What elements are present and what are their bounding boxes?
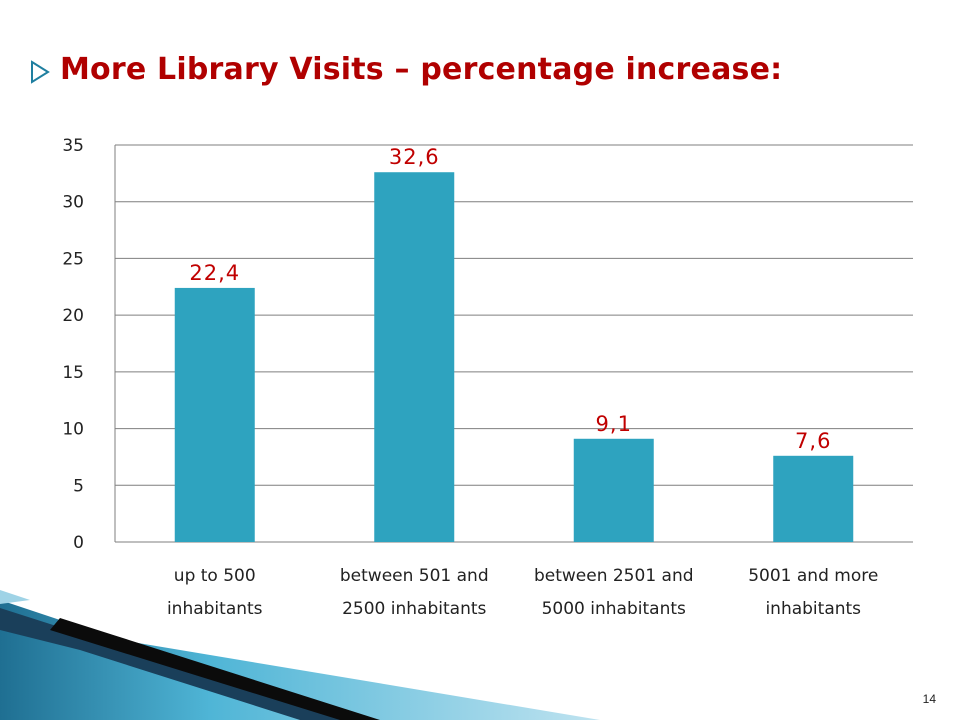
x-axis-ticks: up to 500 inhabitants between 501 and 2500 …	[167, 566, 878, 619]
bar	[773, 455, 854, 542]
y-tick-label: 10	[62, 420, 84, 440]
x-tick-label: between 501 and	[340, 566, 489, 586]
x-tick-label: up to 500	[174, 566, 256, 586]
x-tick-label: 2500 inhabitants	[342, 599, 486, 619]
bar-chart: 0 5 10 15 20 25 30 35 22,4 32,6 9,1 7,6 up to 500 i…	[62, 136, 913, 619]
footer-swoosh-decoration	[0, 590, 600, 720]
data-label: 9,1	[596, 412, 632, 436]
y-tick-label: 35	[62, 136, 84, 156]
bar	[174, 287, 255, 542]
title-bullet-icon	[31, 60, 50, 84]
x-tick-label: 5001 and more	[748, 566, 878, 586]
y-tick-label: 30	[62, 193, 84, 213]
data-label: 22,4	[189, 261, 240, 285]
page-number: 14	[922, 692, 936, 706]
x-tick-label: inhabitants	[765, 599, 861, 619]
y-tick-label: 20	[62, 306, 84, 326]
y-tick-label: 5	[73, 476, 84, 496]
x-tick-label: 5000 inhabitants	[542, 599, 686, 619]
y-tick-label: 15	[62, 363, 84, 383]
bar	[374, 172, 455, 543]
y-tick-label: 0	[73, 533, 84, 553]
bar	[573, 438, 654, 542]
y-tick-label: 25	[62, 249, 84, 269]
data-label: 32,6	[389, 145, 440, 169]
data-labels: 22,4 32,6 9,1 7,6	[189, 145, 831, 453]
bars	[174, 172, 854, 543]
x-tick-label: inhabitants	[167, 599, 263, 619]
x-tick-label: between 2501 and	[534, 566, 694, 586]
slide-title: More Library Visits – percentage increas…	[60, 52, 783, 87]
data-label: 7,6	[795, 429, 831, 453]
y-axis-ticks: 0 5 10 15 20 25 30 35	[62, 136, 84, 553]
